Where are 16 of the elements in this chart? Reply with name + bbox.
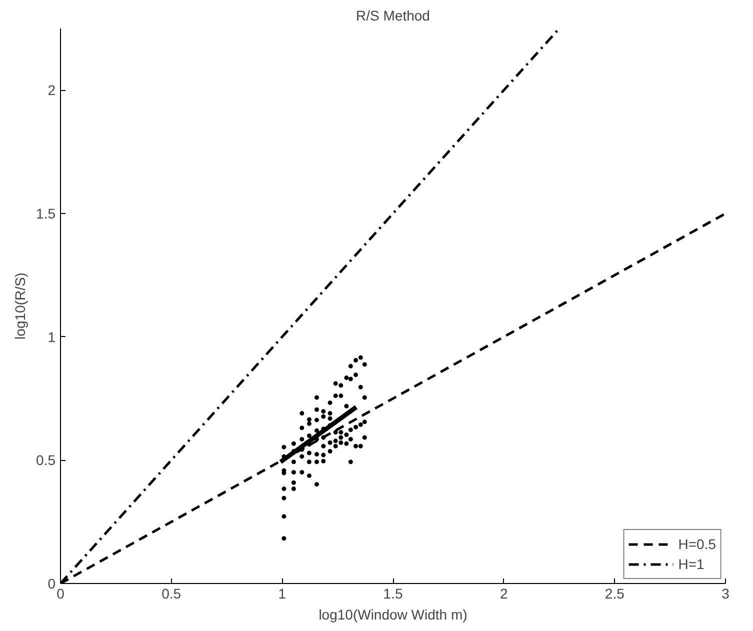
y-tick-label: 1 (48, 328, 56, 345)
y-tick-label: 2 (48, 82, 56, 98)
y-axis-title: log10(R/S) (12, 272, 28, 340)
legend-label: H=0.5 (678, 536, 716, 552)
legend-label: H=1 (678, 556, 704, 572)
x-tick-label: 0.5 (162, 586, 182, 602)
x-tick-label: 2.5 (604, 586, 625, 602)
x-tick-label: 2 (500, 586, 508, 602)
x-tick-label: 1 (278, 586, 286, 602)
x-axis-title: log10(Window Width m) (318, 606, 468, 622)
chart-title: R/S Method (356, 8, 430, 24)
x-tick-label: 3 (722, 586, 730, 602)
y-tick-label: 1.5 (36, 206, 56, 222)
y-tick-label: 0 (48, 576, 56, 592)
y-tick-label: 0.5 (36, 452, 56, 468)
x-tick-label: 1.5 (383, 586, 403, 602)
